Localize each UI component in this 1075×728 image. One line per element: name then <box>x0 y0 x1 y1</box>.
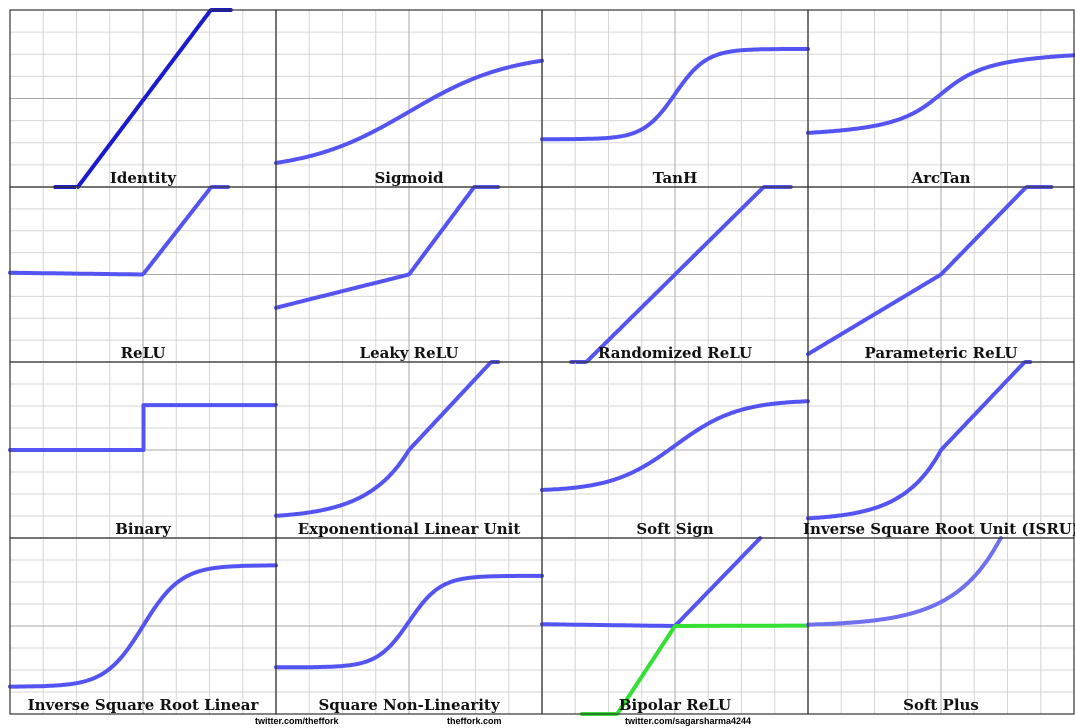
panel-title: Leaky ReLU <box>360 344 459 362</box>
credit-twitter-theffork: twitter.com/theffork <box>255 716 340 726</box>
curve-softsign <box>540 399 810 492</box>
panel-title: Exponentional Linear Unit <box>298 520 521 538</box>
panel-softplus: Soft Plus <box>806 536 1075 715</box>
panel-tanh: TanH <box>540 9 810 188</box>
panel-title: Inverse Square Root Unit (ISRU) <box>803 520 1075 538</box>
curve-relu <box>8 185 231 277</box>
panel-frame <box>807 537 1075 715</box>
curve-sigmoid <box>274 58 544 165</box>
curve-parametric_relu <box>806 185 1054 357</box>
curve-isru <box>806 360 1033 521</box>
curve-identity <box>53 8 233 189</box>
panel-title: Soft Sign <box>636 520 713 538</box>
panel-randomized_relu: Randomized ReLU <box>541 185 809 364</box>
panel-relu: ReLU <box>8 185 277 363</box>
panel-grid: Identity Sigmoid TanH ArcTan ReLU Leaky ReLU R… <box>8 8 1075 716</box>
curve-binary <box>8 403 278 452</box>
panel-title: ReLU <box>121 344 166 362</box>
panel-isru: Inverse Square Root Unit (ISRU) <box>803 360 1075 539</box>
curve-bipolar_relu <box>540 536 763 628</box>
panel-isrl: Inverse Square Root Linear <box>8 537 278 715</box>
panel-sqnl: Square Non-Linearity <box>274 537 544 715</box>
panel-bipolar_relu: Bipolar ReLU <box>540 536 810 716</box>
panel-title: ArcTan <box>910 169 970 187</box>
curve-leaky_relu <box>274 185 501 310</box>
panel-title: Randomized ReLU <box>598 344 752 362</box>
panel-title: Bipolar ReLU <box>619 696 731 714</box>
curve-randomized_relu <box>569 185 793 364</box>
panel-elu: Exponentional Linear Unit <box>274 360 543 539</box>
panel-leaky_relu: Leaky ReLU <box>274 185 543 363</box>
panel-title: Identity <box>110 169 178 187</box>
panel-sigmoid: Sigmoid <box>274 9 544 188</box>
panel-title: Parameteric ReLU <box>865 344 1018 362</box>
curve-bipolar_relu-secondary <box>579 623 810 716</box>
curve-elu <box>274 360 501 518</box>
panel-identity: Identity <box>9 8 277 189</box>
panel-title: Inverse Square Root Linear <box>28 696 260 714</box>
curve-softplus <box>806 536 1003 627</box>
panel-arctan: ArcTan <box>806 9 1075 188</box>
credit-theffork-site: theffork.com <box>447 716 502 726</box>
curve-isrl <box>8 563 278 689</box>
panel-softsign: Soft Sign <box>540 361 810 539</box>
panel-title: Square Non-Linearity <box>318 696 500 714</box>
curve-sqnl <box>274 573 544 670</box>
panel-binary: Binary <box>8 361 278 539</box>
panel-title: TanH <box>653 169 698 187</box>
curve-arctan <box>806 53 1075 135</box>
panel-title: Binary <box>115 520 172 538</box>
panel-title: Soft Plus <box>903 696 979 714</box>
panel-title: Sigmoid <box>374 169 444 187</box>
curve-tanh <box>540 47 810 142</box>
credit-twitter-sagarsharma: twitter.com/sagarsharma4244 <box>625 716 751 726</box>
panel-parametric_relu: Parameteric ReLU <box>806 185 1075 363</box>
